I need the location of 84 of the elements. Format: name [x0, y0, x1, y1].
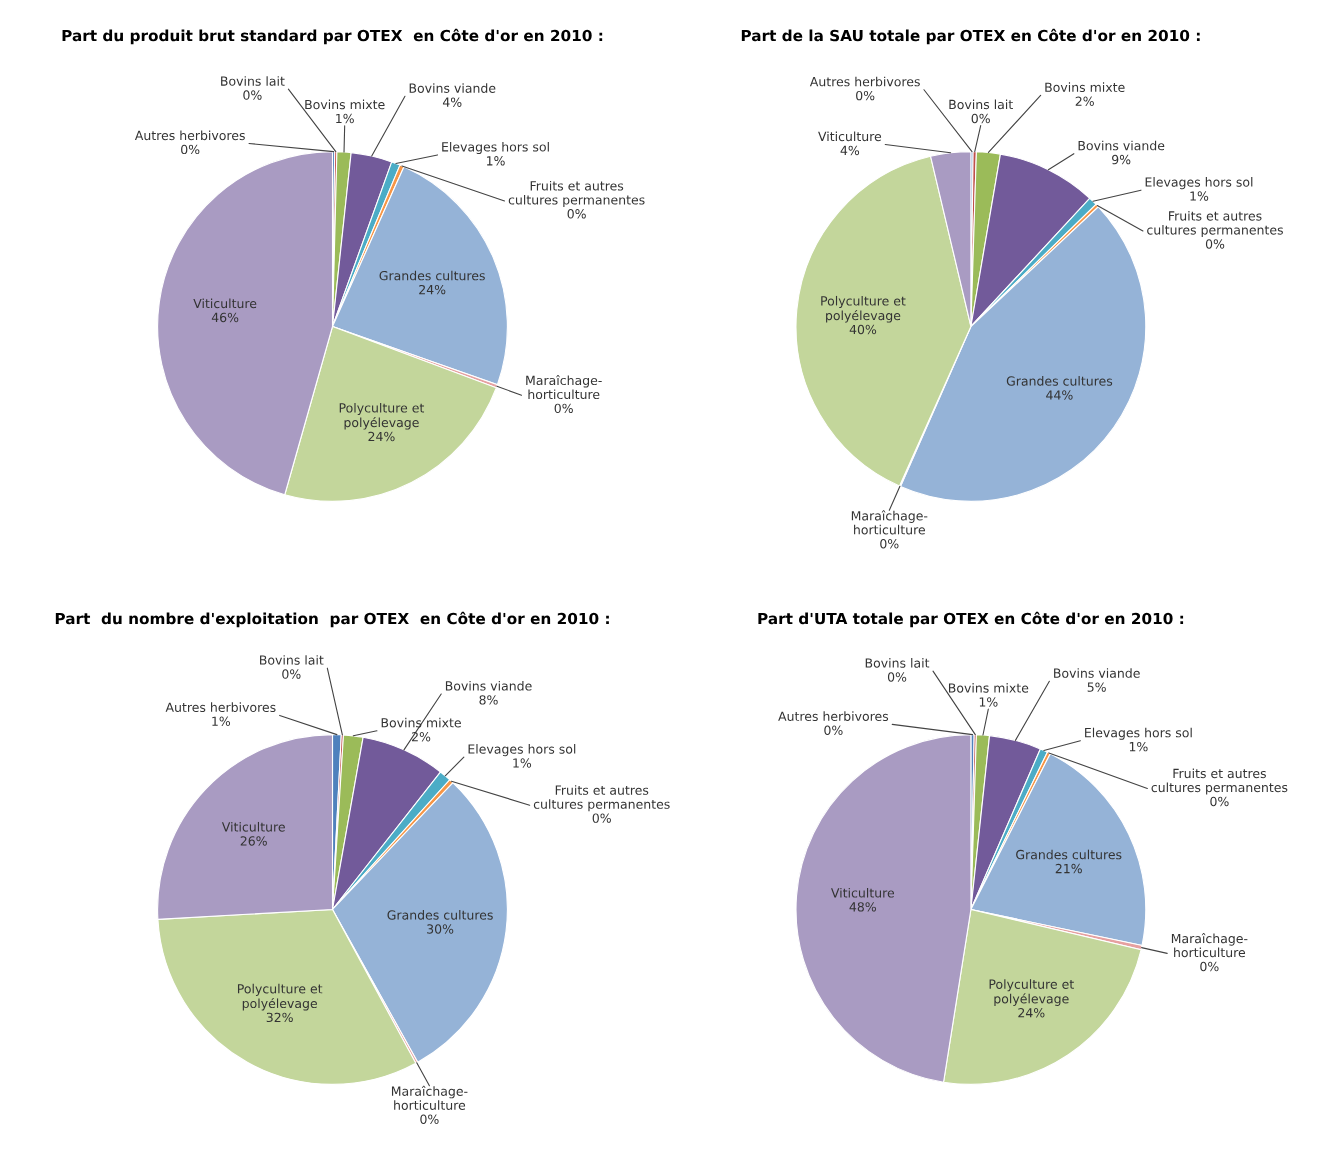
- slice-label: Elevages hors sol: [442, 141, 549, 154]
- slice-label: Bovins mixte: [1045, 82, 1125, 93]
- data-label: 24%: [419, 284, 446, 295]
- data-label: 32%: [266, 1012, 293, 1023]
- data-label: 8%: [479, 695, 498, 705]
- data-label: 0%: [1205, 239, 1225, 249]
- slice-label: Bovins viande: [409, 83, 496, 93]
- chart-title: Part de la SAU totale par OTEX en Côte d'or en 2010 :: [741, 28, 1200, 45]
- data-label: 1%: [979, 697, 998, 707]
- slice-label: Maraîchage- horticulture: [851, 510, 928, 535]
- data-label: 0%: [887, 672, 907, 682]
- data-label: 24%: [1018, 1008, 1045, 1018]
- data-label: 1%: [1190, 191, 1209, 201]
- slice-label: Fruits et autres cultures permanentes: [533, 785, 670, 812]
- slice-label: Viticulture: [221, 821, 285, 832]
- slice-label: Viticulture: [193, 298, 257, 309]
- data-label: 1%: [1129, 741, 1148, 752]
- data-label: 1%: [212, 716, 231, 727]
- slice-label: Elevages hors sol: [1145, 177, 1253, 190]
- data-label: 1%: [486, 156, 505, 166]
- data-label: 0%: [567, 209, 586, 219]
- slice-label: Polyculture et polyélevage: [339, 402, 425, 430]
- slice-label: Autres herbivores: [809, 76, 920, 87]
- slice-label: Viticulture: [831, 887, 895, 898]
- slice-label: Elevages hors sol: [1085, 727, 1192, 740]
- slice-label: Bovins viande: [1078, 140, 1165, 151]
- slice-label: Fruits et autres cultures permanentes: [1151, 768, 1288, 795]
- slice-label: Grandes cultures: [379, 270, 485, 281]
- data-label: 24%: [368, 431, 395, 442]
- data-label: 0%: [880, 539, 899, 549]
- chart-title: Part du nombre d'exploitation par OTEX en Côte d'or en 2010 :: [55, 611, 609, 628]
- data-label: 0%: [420, 1114, 439, 1124]
- data-label: 44%: [1046, 390, 1073, 400]
- data-label: 2%: [1075, 96, 1094, 107]
- data-label: 40%: [849, 324, 877, 335]
- slice-label: Viticulture: [818, 131, 882, 142]
- data-label: 0%: [282, 669, 301, 679]
- slice-label: Bovins lait: [260, 655, 324, 665]
- slice-label: Bovins mixte: [305, 99, 385, 110]
- slice-label: Maraîchage- horticulture: [391, 1085, 468, 1110]
- data-label: 4%: [840, 145, 860, 156]
- data-label: 0%: [1210, 796, 1229, 807]
- data-label: 4%: [442, 97, 462, 107]
- chart-title: Part du produit brut standard par OTEX en Côte d'or en 2010 :: [62, 28, 603, 45]
- slice-label: Bovins lait: [221, 76, 285, 86]
- slice-label: Fruits et autres cultures permanentes: [1147, 210, 1283, 238]
- slice-label: Bovins viande: [445, 680, 532, 691]
- data-label: 1%: [336, 113, 354, 124]
- slice-label: Bovins mixte: [381, 717, 461, 728]
- slice-label: Autres herbivores: [778, 711, 889, 721]
- slice-label: Grandes cultures: [387, 910, 493, 920]
- data-label: 46%: [211, 312, 239, 323]
- slice-label: Bovins lait: [949, 99, 1013, 110]
- data-label: 0%: [1200, 961, 1219, 972]
- slice-label: Grandes cultures: [1016, 849, 1122, 860]
- slice-label: Maraîchage- horticulture: [1171, 933, 1248, 958]
- slice-label: Polyculture et polyélevage: [237, 983, 323, 1011]
- data-label: 2%: [412, 731, 431, 742]
- data-label: 0%: [554, 403, 573, 414]
- slice-label: Autres herbivores: [165, 702, 276, 713]
- slice-label: Autres herbivores: [134, 130, 245, 141]
- data-label: 0%: [824, 725, 843, 735]
- data-label: 0%: [856, 90, 875, 101]
- slice-label: Bovins viande: [1054, 668, 1140, 678]
- slice-label: Polyculture et polyélevage: [821, 295, 906, 323]
- chart-title: Part d'UTA totale par OTEX en Côte d'or en 2010 :: [758, 611, 1184, 628]
- slice-label: Elevages hors sol: [468, 744, 576, 757]
- data-label: 30%: [427, 924, 454, 934]
- data-label: 5%: [1087, 682, 1106, 692]
- slice-label: Maraîchage- horticulture: [526, 374, 602, 400]
- slice-label: Polyculture et polyélevage: [989, 979, 1074, 1006]
- slice-label: Fruits et autres cultures permanentes: [508, 180, 645, 207]
- data-label: 0%: [971, 113, 990, 124]
- data-label: 0%: [243, 90, 262, 100]
- data-label: 26%: [240, 836, 267, 846]
- slice-label: Bovins lait: [865, 658, 930, 668]
- data-label: 21%: [1055, 863, 1082, 874]
- slice-label: Bovins mixte: [948, 683, 1029, 693]
- data-label: 1%: [513, 758, 532, 768]
- data-label: 0%: [181, 144, 200, 155]
- data-label: 0%: [592, 813, 611, 823]
- data-label: 9%: [1112, 154, 1131, 165]
- slice-label: Grandes cultures: [1006, 376, 1113, 386]
- data-label: 48%: [849, 902, 876, 912]
